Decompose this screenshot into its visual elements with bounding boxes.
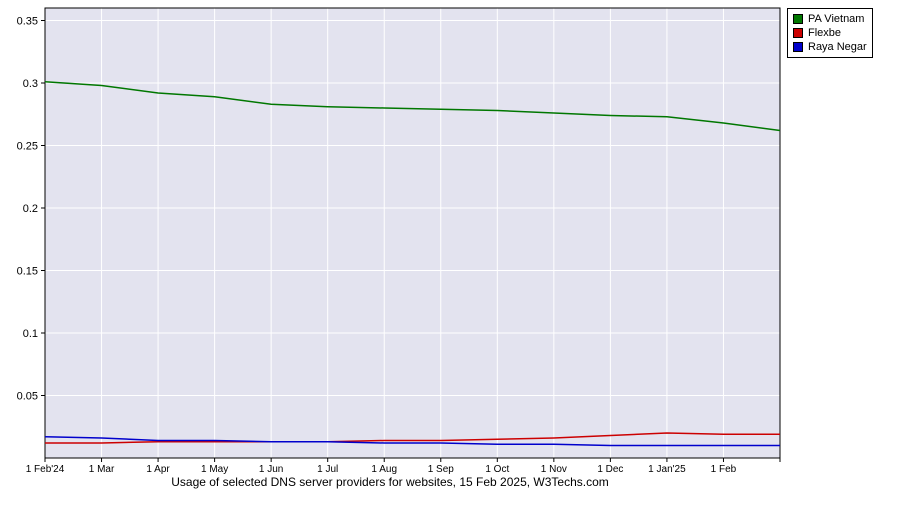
- legend-item: Flexbe: [793, 26, 867, 40]
- x-tick-label: 1 Jan'25: [648, 464, 686, 475]
- y-tick-label: 0.1: [23, 328, 38, 340]
- legend-swatch: [793, 42, 803, 52]
- x-tick-label: 1 Apr: [146, 464, 170, 475]
- y-tick-label: 0.2: [23, 203, 38, 215]
- legend-label: Raya Negar: [808, 40, 867, 54]
- chart-svg: 0.05 0.1 0.15 0.2 0.25 0.3 0.35 1 Feb'24 1 Mar 1 …: [0, 0, 900, 500]
- y-tick-label: 0.25: [17, 141, 38, 153]
- plot-area: [45, 8, 780, 458]
- x-tick-label: 1 Jun: [259, 464, 283, 475]
- x-tick-label: 1 May: [201, 464, 228, 475]
- y-tick-label: 0.05: [17, 391, 38, 403]
- y-tick-label: 0.3: [23, 78, 38, 90]
- y-tick-label: 0.15: [17, 266, 38, 278]
- line-chart: 0.05 0.1 0.15 0.2 0.25 0.3 0.35 1 Feb'24 1 Mar 1 …: [0, 0, 900, 505]
- chart-container: 0.05 0.1 0.15 0.2 0.25 0.3 0.35 1 Feb'24 1 Mar 1 …: [0, 0, 900, 500]
- y-tick-label: 0.35: [17, 16, 38, 28]
- x-tick-label: 1 Feb: [711, 464, 737, 475]
- legend-swatch: [793, 28, 803, 38]
- chart-caption: Usage of selected DNS server providers f…: [0, 475, 780, 489]
- x-tick-label: 1 Sep: [428, 464, 455, 475]
- x-tick-label: 1 Oct: [485, 464, 509, 475]
- legend-swatch: [793, 14, 803, 24]
- x-tick-label: 1 Jul: [317, 464, 338, 475]
- x-tick-label: 1 Aug: [371, 464, 397, 475]
- legend-label: PA Vietnam: [808, 12, 864, 26]
- x-tick-label: 1 Mar: [89, 464, 115, 475]
- legend: PA VietnamFlexbeRaya Negar: [787, 8, 873, 58]
- legend-item: PA Vietnam: [793, 12, 867, 26]
- x-tick-label: 1 Nov: [541, 464, 567, 475]
- x-tick-label: 1 Feb'24: [26, 464, 65, 475]
- legend-item: Raya Negar: [793, 40, 867, 54]
- legend-label: Flexbe: [808, 26, 841, 40]
- x-tick-label: 1 Dec: [597, 464, 623, 475]
